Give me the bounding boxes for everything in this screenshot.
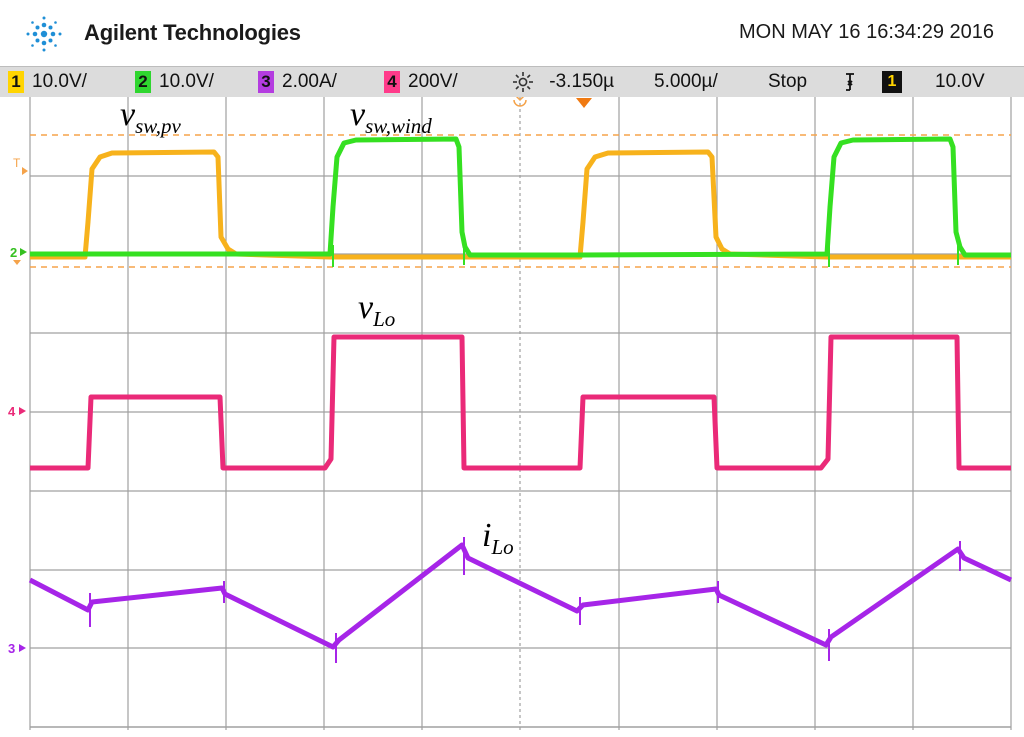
ch2-scale-value: 10.0V/	[159, 71, 214, 92]
label-ilo-sub: Lo	[491, 535, 514, 559]
label-vsw-pv-main: v	[120, 96, 136, 133]
ch1-badge: 1	[8, 70, 24, 93]
label-vsw-wind-sub: sw,wind	[365, 114, 432, 138]
label-vsw-pv: vsw,pv	[120, 96, 181, 139]
run-state[interactable]: Stop	[768, 70, 807, 94]
ch1-scale[interactable]: 1 10.0V/	[8, 70, 87, 94]
ch2-ground-marker: 2	[10, 245, 17, 260]
trigger-channel-badge: 1	[882, 70, 902, 93]
ch1-scale-value: 10.0V/	[32, 71, 87, 92]
ch3-scale-value: 2.00A/	[282, 71, 337, 92]
status-bar: 1 10.0V/ 2 10.0V/ 3 2.00A/ 4 200V/ -3.150µ 5…	[0, 66, 1024, 98]
header: Agilent Technologies MON MAY 16 16:34:29…	[0, 0, 1024, 66]
trigger-marker: T	[13, 156, 21, 170]
label-vlo-sub: Lo	[373, 307, 396, 331]
ch4-waveform-vlo	[30, 334, 1011, 471]
ch1-ground-arrow	[13, 260, 21, 265]
label-vsw-wind: vsw,wind	[350, 96, 432, 139]
timebase-setting[interactable]: 5.000µ/	[654, 70, 718, 94]
ch3-ground-marker: 3	[8, 641, 15, 656]
ch3-ground-arrow	[19, 644, 26, 652]
ch4-ground-arrow	[19, 407, 26, 415]
label-vsw-wind-main: v	[350, 96, 366, 133]
trigger-channel[interactable]: 1	[882, 70, 902, 94]
scope-display[interactable]: T 2 4 3	[0, 96, 1024, 730]
trigger-position-marker	[576, 98, 592, 108]
trigger-slope[interactable]	[842, 70, 858, 94]
ch4-ground-marker: 4	[8, 404, 16, 419]
datetime: MON MAY 16 16:34:29 2016	[739, 21, 994, 43]
waveforms	[28, 136, 1013, 650]
delay-reference-marker	[513, 97, 527, 107]
ch4-scale[interactable]: 4 200V/	[384, 70, 458, 94]
timebase-value: 5.000µ/	[654, 71, 718, 92]
ch3-scale[interactable]: 3 2.00A/	[258, 70, 337, 94]
label-vlo-main: v	[358, 289, 374, 326]
delay-value: -3.150µ	[549, 71, 615, 92]
falling-edge-icon	[846, 73, 854, 91]
graticule	[29, 97, 1012, 730]
waveform-canvas: T 2 4 3	[8, 97, 1013, 730]
ch1-waveform-vsw-pv	[30, 149, 1011, 260]
ch4-badge: 4	[384, 70, 400, 93]
label-vsw-pv-sub: sw,pv	[135, 114, 181, 138]
ch4-scale-value: 200V/	[408, 71, 458, 92]
ch2-badge: 2	[135, 70, 151, 93]
trigger-level[interactable]: 10.0V	[935, 70, 985, 94]
sun-icon	[513, 71, 533, 92]
graticule-vertical-lines	[29, 97, 1012, 730]
agilent-spark-logo-icon	[26, 16, 62, 52]
ch2-waveform-vsw-wind	[30, 136, 1011, 258]
label-vlo: vLo	[358, 289, 395, 332]
label-ilo: iLo	[482, 517, 514, 560]
run-state-text: Stop	[768, 71, 808, 92]
trigger-marker-arrow	[22, 167, 28, 175]
switching-spikes	[89, 237, 961, 663]
trigger-level-value: 10.0V	[935, 71, 985, 92]
ch2-ground-arrow	[20, 248, 27, 256]
ch2-scale[interactable]: 2 10.0V/	[135, 70, 214, 94]
left-markers: T 2 4 3	[8, 156, 28, 656]
delay-setting[interactable]: -3.150µ	[512, 70, 614, 94]
brand-name: Agilent Technologies	[84, 20, 301, 45]
ch3-badge: 3	[258, 70, 274, 93]
label-ilo-main: i	[482, 517, 492, 554]
ch3-waveform-ilo	[28, 542, 1013, 650]
